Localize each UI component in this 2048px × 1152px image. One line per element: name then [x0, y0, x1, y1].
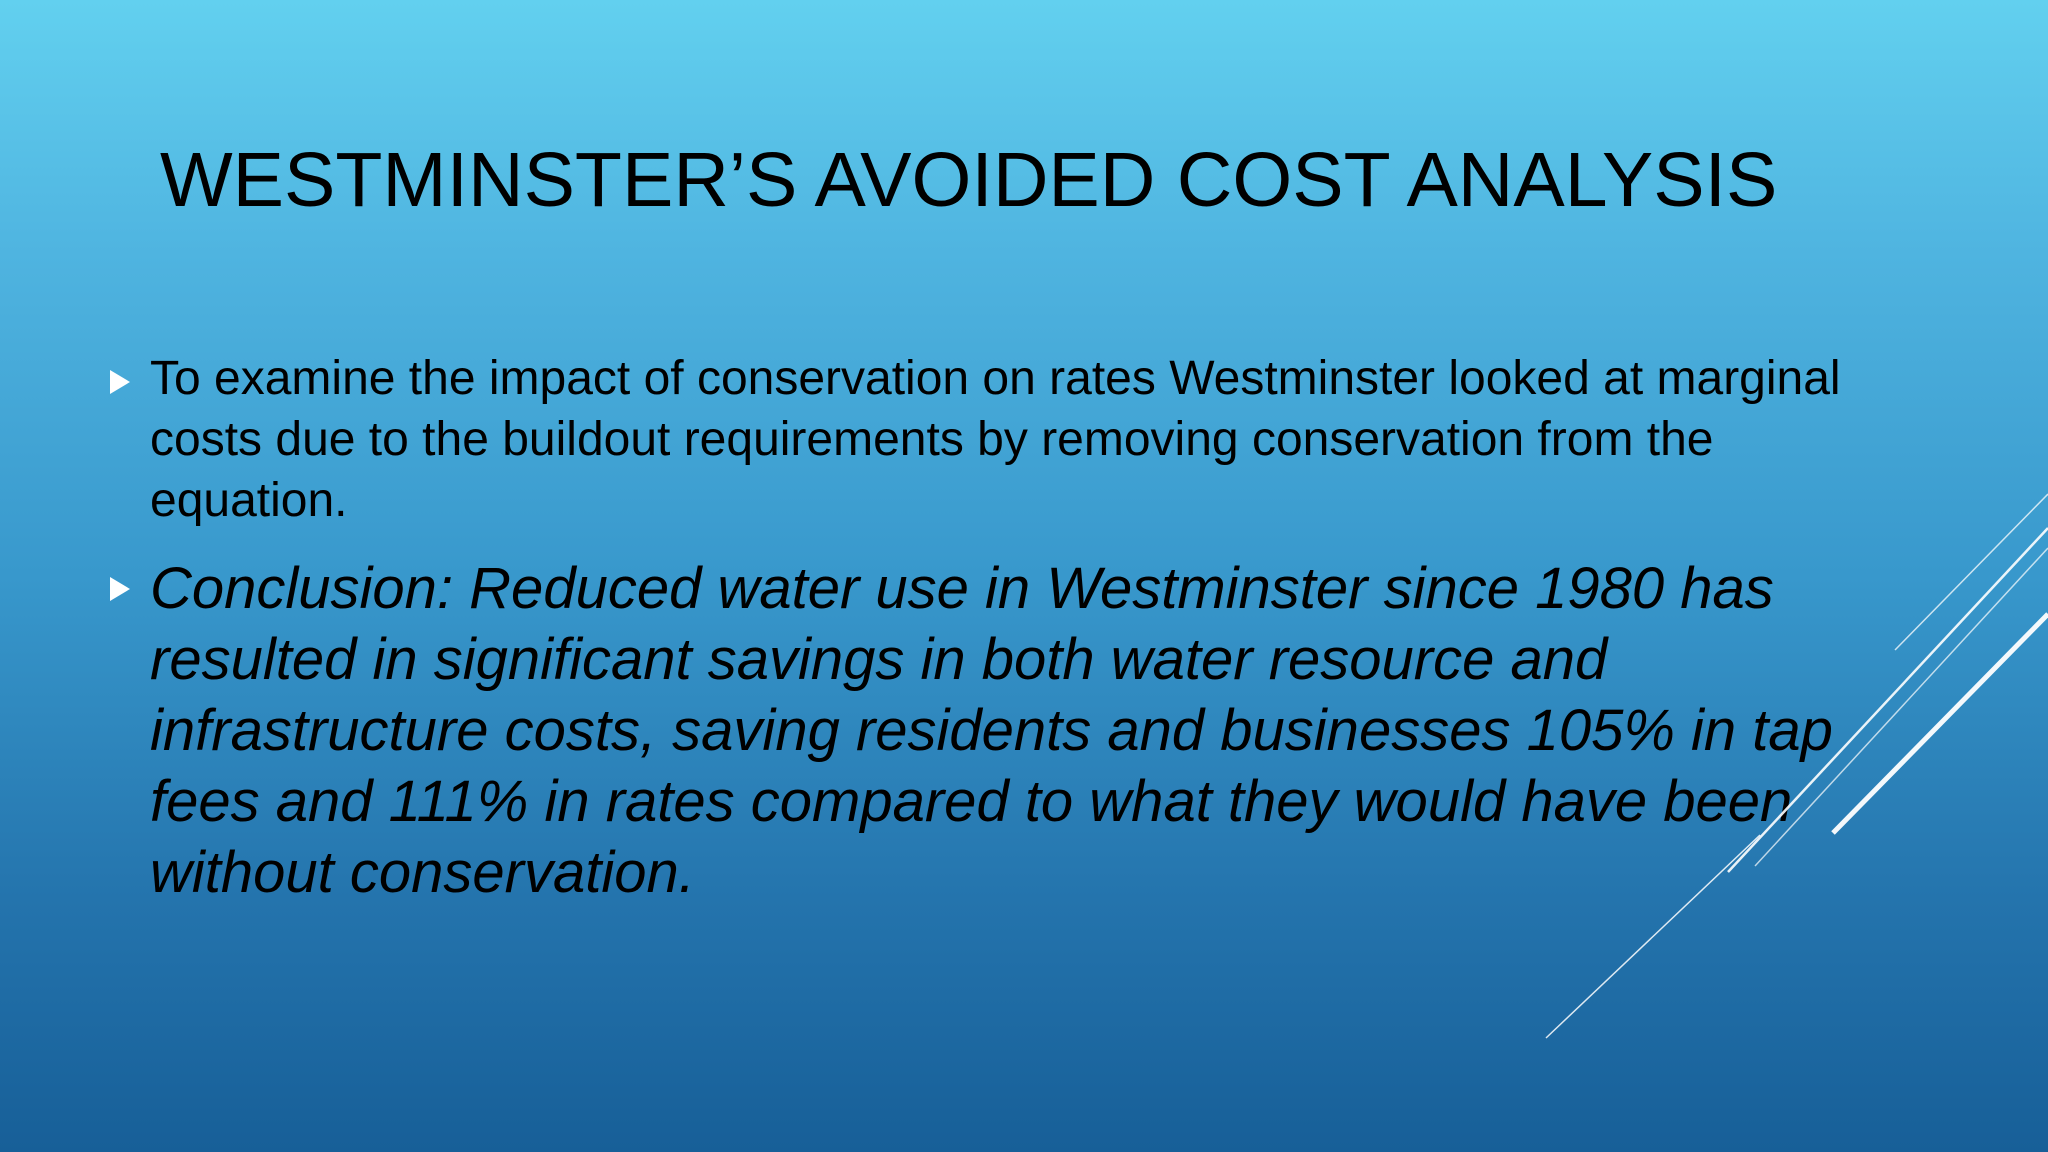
bullet-item-intro: To examine the impact of conservation on… [104, 348, 1904, 531]
bullet-text-intro: To examine the impact of conservation on… [150, 352, 1841, 527]
bullet-text-conclusion: Conclusion: Reduced water use in Westmin… [150, 556, 1833, 905]
triangle-right-icon [110, 370, 130, 394]
triangle-right-icon [110, 577, 130, 601]
bullet-item-conclusion: Conclusion: Reduced water use in Westmin… [104, 553, 1904, 908]
bullet-list: To examine the impact of conservation on… [104, 348, 1904, 908]
decor-line-upper-thin [1894, 493, 2048, 651]
slide-title: WESTMINSTER’S AVOIDED COST ANALYSIS [160, 137, 1778, 223]
